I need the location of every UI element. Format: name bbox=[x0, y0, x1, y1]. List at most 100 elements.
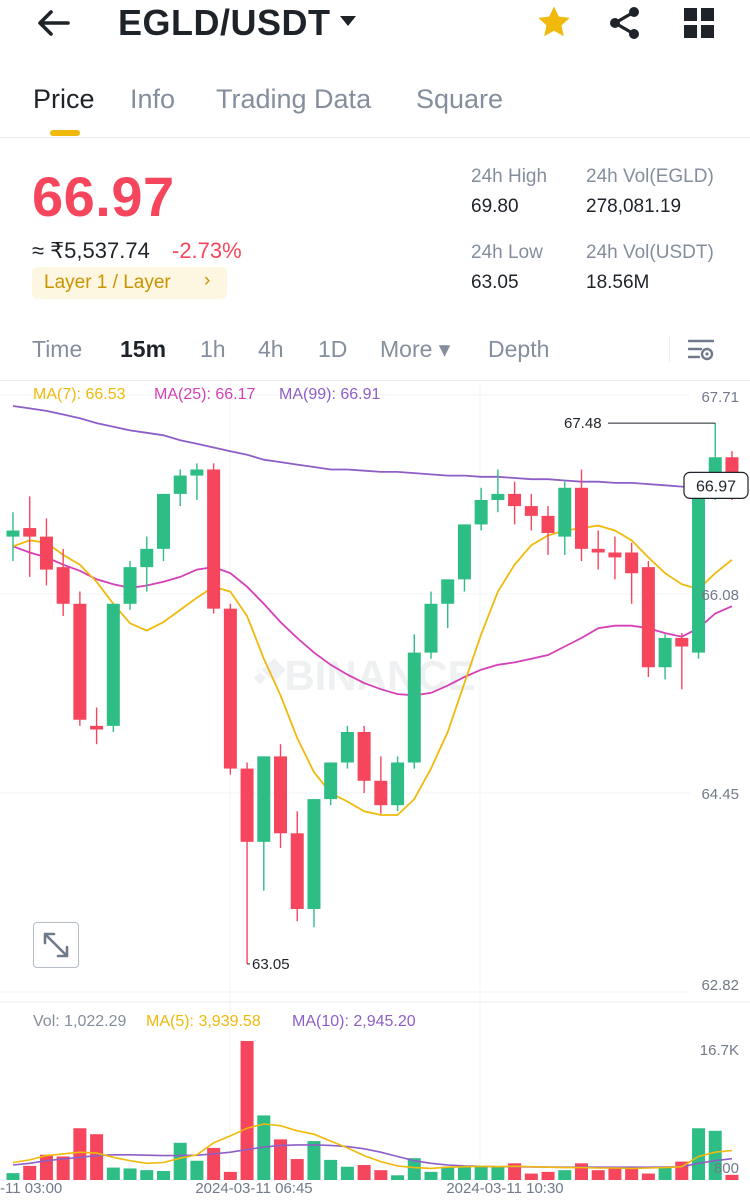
volume-bar bbox=[106, 1167, 120, 1180]
vol-quote-value: 18.56M bbox=[586, 272, 650, 293]
volume-bar bbox=[407, 1158, 421, 1180]
candle-body bbox=[524, 506, 538, 516]
tf-more[interactable]: More ▾ bbox=[380, 336, 451, 362]
volume-bar bbox=[658, 1166, 672, 1180]
chart-settings-icon[interactable] bbox=[688, 338, 714, 362]
vol-quote-label: 24h Vol(USDT) bbox=[586, 242, 714, 263]
candle-body bbox=[692, 493, 706, 653]
tf-15m[interactable]: 15m bbox=[120, 336, 167, 362]
volume-bar bbox=[541, 1171, 555, 1180]
ma-legend-0: MA(7): 66.53 bbox=[33, 386, 126, 403]
candle-body bbox=[173, 475, 187, 494]
expand-chart-button[interactable] bbox=[33, 922, 79, 968]
volume-bar bbox=[290, 1159, 304, 1180]
volume-bar bbox=[223, 1171, 237, 1180]
volume-bar bbox=[574, 1163, 588, 1180]
volume-bar bbox=[491, 1166, 505, 1180]
candle-body bbox=[223, 608, 237, 769]
volume-bar bbox=[340, 1166, 354, 1180]
volume-bar bbox=[56, 1156, 70, 1180]
ma-legend-1: MA(25): 66.17 bbox=[154, 386, 255, 403]
ma99-line bbox=[12, 405, 732, 489]
vol-legend-0: Vol: 1,022.29 bbox=[33, 1013, 127, 1030]
back-arrow-icon[interactable] bbox=[36, 8, 70, 38]
chart-top-divider bbox=[0, 380, 750, 381]
volume-bar bbox=[625, 1168, 639, 1180]
candle-body bbox=[407, 652, 421, 763]
candle-body bbox=[457, 524, 471, 580]
vol-legend-1: MA(5): 3,939.58 bbox=[146, 1013, 261, 1030]
tab-trading-data[interactable]: Trading Data bbox=[216, 84, 372, 114]
low-label: 24h Low bbox=[471, 242, 543, 263]
candle-body bbox=[658, 637, 672, 668]
candle-body bbox=[541, 515, 555, 533]
y-axis-label: 62.82 bbox=[701, 977, 739, 994]
high-label: 24h High bbox=[471, 166, 548, 187]
volume-bar bbox=[474, 1166, 488, 1180]
candlestick-chart[interactable]: BINANCE 67.71 66.08 64.45 62.82 MA(7): 66.53 M… bbox=[0, 380, 750, 1200]
tabs-divider bbox=[0, 137, 750, 138]
share-icon[interactable] bbox=[608, 6, 642, 40]
last-price-tag: 66.97 bbox=[696, 478, 736, 495]
candle-body bbox=[90, 725, 104, 730]
tab-price[interactable]: Price bbox=[33, 84, 95, 114]
time-axis-label: 2024-03-11 10:30 bbox=[446, 1180, 563, 1197]
volume-bar bbox=[558, 1170, 572, 1180]
high-value: 69.80 bbox=[471, 196, 519, 217]
y-axis-label: 66.08 bbox=[701, 587, 739, 604]
last-price-box bbox=[683, 471, 749, 499]
candle-body bbox=[374, 780, 388, 806]
tf-4h[interactable]: 4h bbox=[258, 336, 284, 362]
star-icon[interactable] bbox=[536, 5, 572, 39]
tf-time[interactable]: Time bbox=[32, 336, 83, 362]
candle-body bbox=[240, 768, 254, 842]
candle-body bbox=[491, 493, 505, 500]
pair-title[interactable]: EGLD/USDT bbox=[118, 2, 331, 43]
volume-bar bbox=[591, 1170, 605, 1180]
candle-body bbox=[56, 567, 70, 604]
volume-bar bbox=[708, 1130, 722, 1180]
candle-body bbox=[123, 567, 137, 604]
tab-square[interactable]: Square bbox=[416, 84, 504, 114]
candle-body bbox=[73, 603, 87, 720]
volume-bar bbox=[90, 1134, 104, 1180]
tf-1d[interactable]: 1D bbox=[318, 336, 348, 362]
candle-body bbox=[508, 493, 522, 507]
candle-body bbox=[641, 567, 655, 668]
category-tag[interactable] bbox=[32, 267, 227, 299]
candle-body bbox=[391, 762, 405, 806]
low-value: 63.05 bbox=[471, 272, 519, 293]
volume-bar bbox=[324, 1159, 338, 1180]
volume-bar bbox=[457, 1165, 471, 1180]
dropdown-caret-icon[interactable] bbox=[338, 14, 358, 28]
volume-bar bbox=[725, 1174, 739, 1180]
candle-body bbox=[307, 799, 321, 909]
grid-icon[interactable] bbox=[684, 8, 714, 38]
candle-body bbox=[190, 469, 204, 476]
vol-axis-label: 16.7K bbox=[700, 1042, 739, 1059]
candle-body bbox=[156, 493, 170, 549]
y-axis-label: 67.71 bbox=[701, 389, 739, 406]
candle-body bbox=[39, 536, 53, 570]
volume-bar bbox=[374, 1170, 388, 1180]
candle-body bbox=[207, 469, 221, 609]
volume-bar bbox=[140, 1170, 154, 1180]
price-change: -2.73% bbox=[172, 238, 242, 263]
volume-bar bbox=[207, 1147, 221, 1180]
tf-1h[interactable]: 1h bbox=[200, 336, 226, 362]
time-axis-label: 2024-03-11 06:45 bbox=[195, 1180, 312, 1197]
candle-body bbox=[257, 756, 271, 842]
volume-bar bbox=[73, 1128, 87, 1180]
candle-body bbox=[357, 731, 371, 781]
volume-bar bbox=[608, 1166, 622, 1180]
tf-depth[interactable]: Depth bbox=[488, 336, 550, 362]
vol-ma5-line bbox=[12, 1123, 733, 1170]
candle-body bbox=[140, 548, 154, 568]
volume-bar bbox=[424, 1171, 438, 1180]
category-tag-label: Layer 1 / Layer bbox=[44, 272, 171, 293]
volume-bar bbox=[391, 1175, 405, 1180]
candle-body bbox=[340, 731, 354, 763]
candle-body bbox=[591, 548, 605, 553]
volume-bar bbox=[190, 1160, 204, 1180]
tab-info[interactable]: Info bbox=[130, 84, 176, 114]
